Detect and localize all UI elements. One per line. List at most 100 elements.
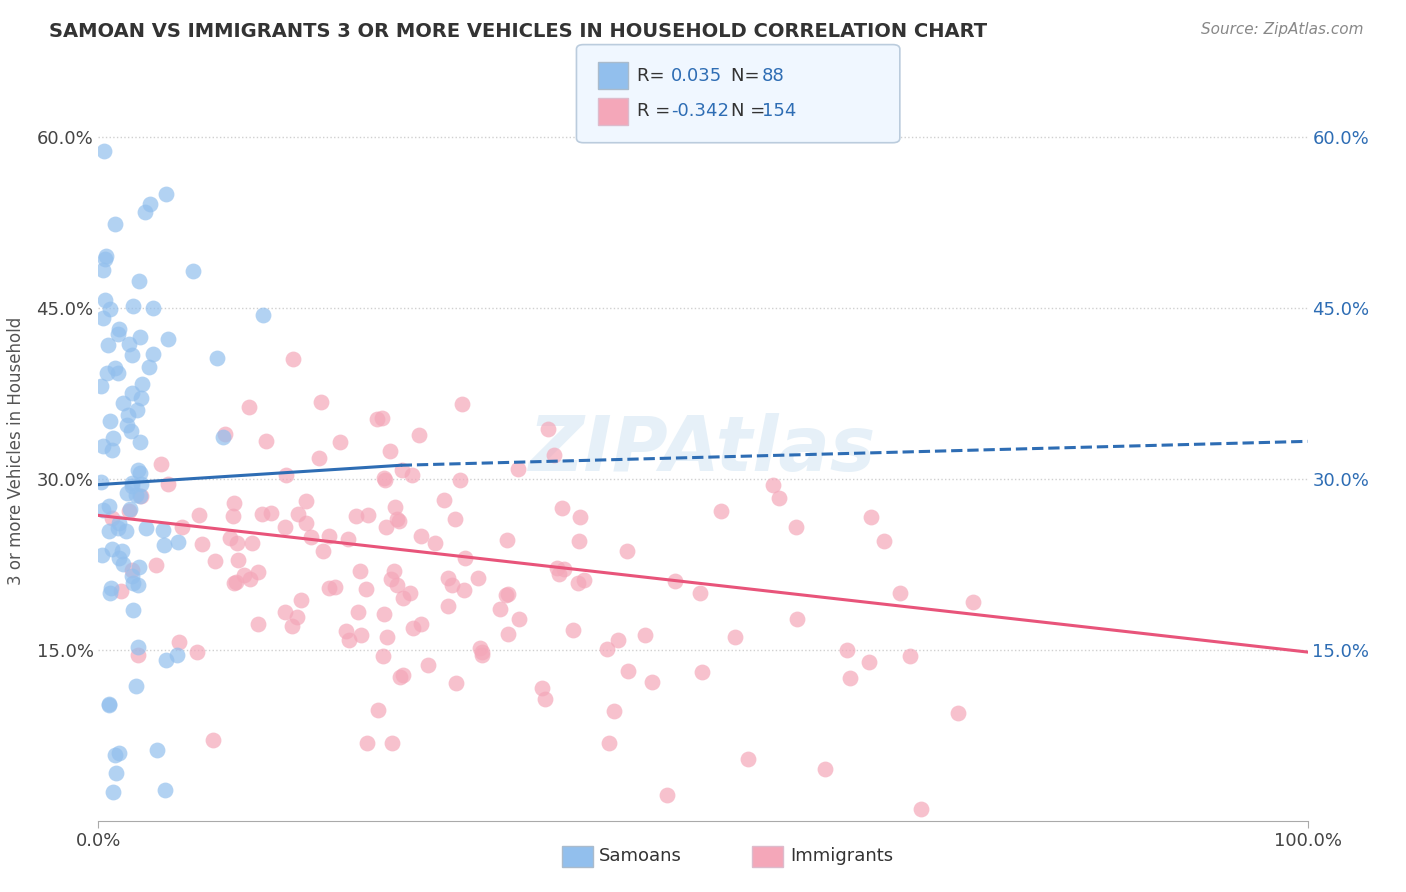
Point xyxy=(508,612,530,626)
Point xyxy=(225,575,247,590)
Point xyxy=(91,439,114,453)
Point xyxy=(294,516,316,531)
Point xyxy=(531,681,554,695)
Point xyxy=(814,762,837,776)
Point xyxy=(191,537,214,551)
Point xyxy=(121,569,143,583)
Point xyxy=(470,640,492,655)
Point xyxy=(91,503,114,517)
Point xyxy=(437,571,460,585)
Point xyxy=(325,580,347,594)
Point xyxy=(437,599,460,613)
Point xyxy=(201,732,224,747)
Point xyxy=(858,655,880,669)
Point xyxy=(357,508,380,522)
Point xyxy=(127,463,149,477)
Point xyxy=(543,448,565,462)
Point xyxy=(118,337,141,351)
Point xyxy=(508,461,530,475)
Point xyxy=(145,558,167,573)
Point xyxy=(495,588,517,602)
Point xyxy=(127,640,149,655)
Point xyxy=(131,376,153,391)
Point xyxy=(238,401,260,415)
Point xyxy=(388,670,411,684)
Text: R =: R = xyxy=(637,103,676,120)
Point xyxy=(548,566,571,581)
Point xyxy=(423,536,446,550)
Point xyxy=(285,610,308,624)
Point xyxy=(387,578,409,592)
Text: 0.035: 0.035 xyxy=(671,67,721,85)
Point xyxy=(131,476,153,491)
Point xyxy=(737,752,759,766)
Point xyxy=(889,586,911,600)
Point xyxy=(225,536,247,550)
Point xyxy=(346,605,368,619)
Point xyxy=(112,396,135,410)
Point xyxy=(93,252,115,266)
Point xyxy=(89,379,111,393)
Point xyxy=(337,632,360,647)
Point xyxy=(786,612,808,626)
Text: R=: R= xyxy=(637,67,671,85)
Point xyxy=(381,736,404,750)
Point xyxy=(287,507,309,521)
Point xyxy=(373,471,395,485)
Point xyxy=(183,264,205,278)
Point xyxy=(128,560,150,574)
Point xyxy=(350,628,373,642)
Point xyxy=(471,645,494,659)
Text: 88: 88 xyxy=(762,67,785,85)
Point xyxy=(946,706,969,721)
Point xyxy=(166,648,188,662)
Point xyxy=(127,403,149,417)
Point xyxy=(128,489,150,503)
Point xyxy=(402,621,425,635)
Point xyxy=(724,630,747,644)
Point xyxy=(562,623,585,637)
Text: SAMOAN VS IMMIGRANTS 3 OR MORE VEHICLES IN HOUSEHOLD CORRELATION CHART: SAMOAN VS IMMIGRANTS 3 OR MORE VEHICLES … xyxy=(49,22,987,41)
Point xyxy=(762,477,785,491)
Point xyxy=(97,698,120,712)
Point xyxy=(96,366,118,380)
Point xyxy=(252,507,274,521)
Point xyxy=(232,568,254,582)
Point xyxy=(127,648,149,662)
Point xyxy=(837,643,859,657)
Point xyxy=(467,571,489,585)
Point xyxy=(385,512,408,526)
Text: Samoans: Samoans xyxy=(599,847,682,865)
Point xyxy=(214,426,236,441)
Point xyxy=(335,624,357,638)
Point xyxy=(155,653,177,667)
Point xyxy=(411,529,433,543)
Point xyxy=(290,593,312,607)
Point xyxy=(252,308,274,322)
Point xyxy=(115,418,138,433)
Point xyxy=(112,558,135,572)
Point xyxy=(219,531,242,545)
Point xyxy=(98,698,121,713)
Point xyxy=(93,144,115,158)
Point xyxy=(247,566,270,580)
Point xyxy=(167,635,190,649)
Point xyxy=(690,665,713,679)
Point xyxy=(391,463,413,477)
Point xyxy=(100,414,122,428)
Point xyxy=(440,578,463,592)
Point xyxy=(98,586,121,600)
Point xyxy=(104,765,127,780)
Point xyxy=(108,551,131,566)
Point xyxy=(90,475,112,490)
Point xyxy=(655,788,678,802)
Point xyxy=(567,576,589,591)
Point xyxy=(276,467,298,482)
Point xyxy=(839,672,862,686)
Point xyxy=(108,747,131,761)
Point xyxy=(274,520,297,534)
Point xyxy=(337,532,360,546)
Point xyxy=(212,430,235,444)
Point xyxy=(186,645,208,659)
Point xyxy=(107,366,129,380)
